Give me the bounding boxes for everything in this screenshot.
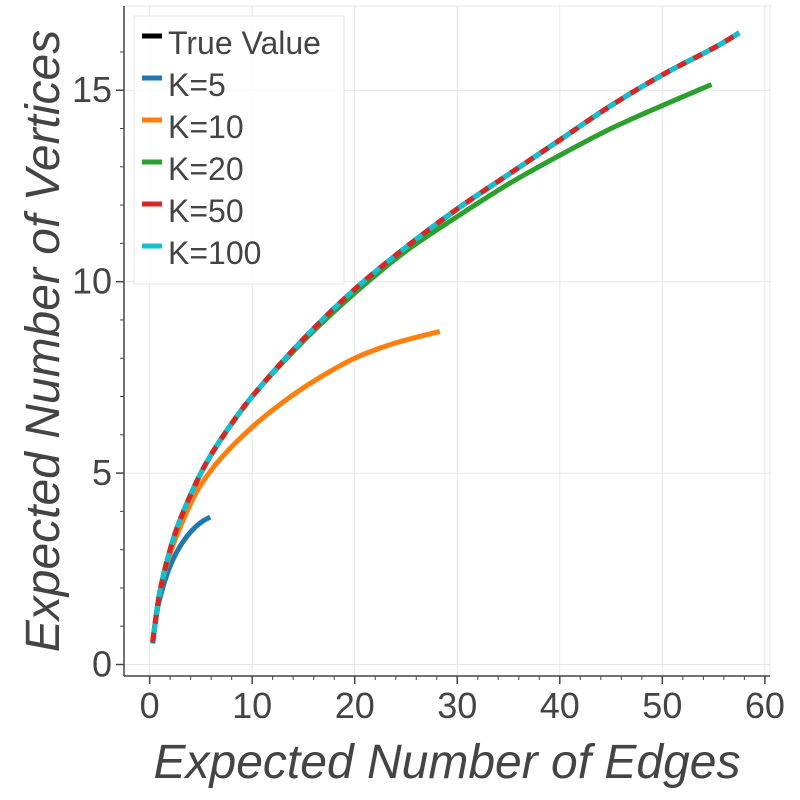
x-axis-title: Expected Number of Edges [154, 736, 741, 789]
y-tick-label: 5 [92, 452, 112, 493]
legend-label-true-value: True Value [168, 25, 321, 61]
tick-labels: 0 10 20 30 40 50 60 0 5 10 15 [72, 69, 785, 726]
series-lines [150, 30, 741, 644]
x-tick-label: 50 [642, 685, 682, 726]
y-tick-label: 0 [92, 644, 112, 685]
y-tick-label: 15 [72, 69, 112, 110]
legend-label-k-20: K=20 [168, 151, 244, 187]
legend-label-k-5: K=5 [168, 67, 226, 103]
legend: True Value K=5 K=10 K=20 K=50 K=100 [133, 15, 345, 285]
legend-label-k-10: K=10 [168, 109, 244, 145]
x-tick-label: 60 [745, 685, 785, 726]
series-line-k-100 [150, 30, 741, 642]
x-tick-label: 0 [140, 685, 160, 726]
x-tick-label: 30 [437, 685, 477, 726]
x-tick-label: 40 [540, 685, 580, 726]
legend-box [133, 15, 345, 285]
series-line-k-50 [150, 30, 741, 642]
legend-label-k-100: K=100 [168, 235, 261, 271]
x-tick-label: 20 [335, 685, 375, 726]
legend-label-k-50: K=50 [168, 193, 244, 229]
y-axis-title: Expected Number of Vertices [17, 30, 70, 653]
axes [116, 6, 770, 684]
x-tick-label: 10 [232, 685, 272, 726]
y-tick-label: 10 [72, 261, 112, 302]
